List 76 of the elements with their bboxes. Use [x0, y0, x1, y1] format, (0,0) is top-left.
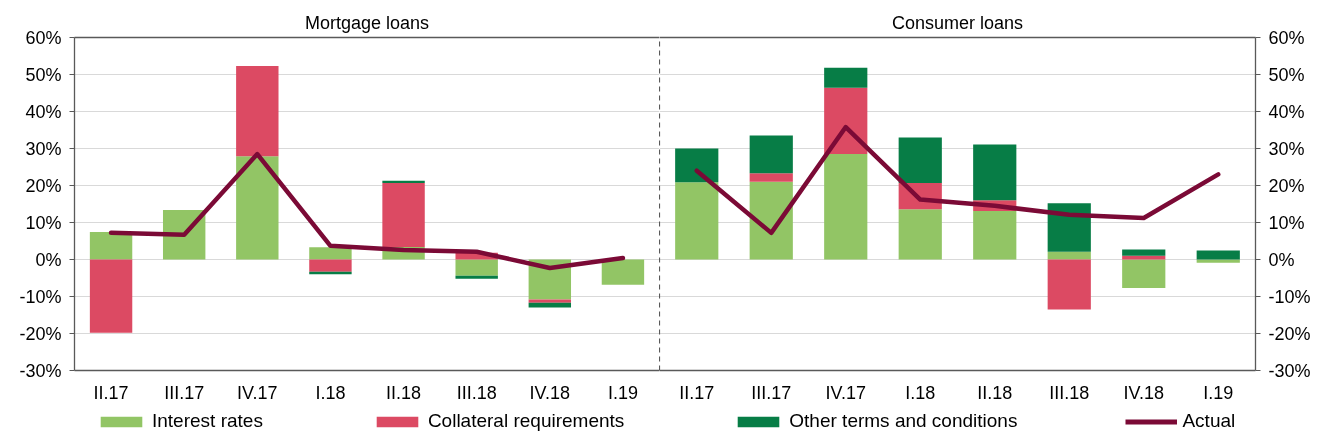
y-tick-label: 30% [25, 138, 62, 159]
bar [236, 156, 279, 260]
bar [675, 182, 719, 260]
legend-label: Actual [1182, 410, 1236, 432]
x-tick-label: II.18 [386, 382, 422, 403]
y-tick-label: -30% [19, 360, 62, 381]
legend-label: Interest rates [152, 410, 263, 432]
bar [1047, 251, 1091, 260]
chart-title: Mortgage loans [304, 12, 430, 33]
x-tick-label: I.19 [1203, 382, 1234, 403]
legend-label: Collateral requirements [427, 410, 625, 432]
bar [898, 137, 942, 183]
y2-tick-label: -30% [1268, 360, 1311, 381]
bar [382, 182, 425, 247]
chart-title: Consumer loans [891, 12, 1024, 33]
y2-tick-label: -10% [1268, 286, 1311, 307]
bar [675, 148, 719, 183]
y-tick-label: 0% [35, 249, 62, 270]
x-tick-label: I.18 [905, 382, 936, 403]
bar [898, 209, 942, 260]
bar [601, 259, 645, 285]
x-tick-label: III.18 [456, 382, 497, 403]
y2-tick-label: 50% [1268, 64, 1305, 85]
y-tick-label: 60% [25, 27, 62, 48]
bar [455, 259, 498, 276]
x-tick-label: I.18 [315, 382, 346, 403]
x-tick-label: IV.18 [1123, 382, 1164, 403]
bar [824, 154, 868, 260]
line-series [694, 124, 1221, 236]
bar [1196, 259, 1240, 263]
x-tick-label: III.17 [164, 382, 205, 403]
bar [1122, 259, 1166, 288]
y2-tick-label: -20% [1268, 323, 1311, 344]
bar [824, 67, 868, 88]
bar [1047, 203, 1091, 252]
bar [973, 144, 1017, 201]
y-tick-label: 40% [25, 101, 62, 122]
x-tick-label: II.17 [679, 382, 715, 403]
bar [236, 65, 279, 157]
line-series [108, 151, 626, 271]
bar [973, 211, 1017, 260]
x-tick-label: IV.18 [529, 382, 571, 403]
y-tick-label: -10% [19, 286, 62, 307]
x-tick-label: IV.17 [825, 382, 866, 403]
x-tick-label: I.19 [607, 382, 638, 403]
y-tick-label: 20% [25, 175, 62, 196]
bar [1196, 250, 1240, 260]
bar [749, 135, 793, 174]
bar [1122, 255, 1166, 260]
x-tick-label: II.18 [977, 382, 1013, 403]
y2-tick-label: 40% [1268, 101, 1305, 122]
bar [1122, 249, 1166, 256]
bar [382, 180, 425, 183]
bar [1047, 259, 1091, 310]
legend-label: Other terms and conditions [789, 410, 1018, 432]
bar [749, 181, 793, 260]
bar [749, 173, 793, 182]
y2-tick-label: 20% [1268, 175, 1305, 196]
x-tick-label: IV.17 [237, 382, 278, 403]
y2-tick-label: 60% [1268, 27, 1305, 48]
y-tick-label: 10% [25, 212, 62, 233]
bar [89, 232, 133, 260]
bar [309, 247, 352, 260]
x-tick-label: III.18 [1049, 382, 1090, 403]
bar [528, 302, 572, 308]
bar [455, 275, 498, 279]
bar [528, 299, 572, 303]
y2-tick-label: 10% [1268, 212, 1305, 233]
y2-tick-label: 0% [1268, 249, 1295, 270]
x-tick-label: II.17 [93, 382, 129, 403]
x-tick-label: III.17 [751, 382, 792, 403]
bar [89, 259, 133, 333]
y-tick-label: 50% [25, 64, 62, 85]
bar [309, 259, 352, 272]
y-tick-label: -20% [19, 323, 62, 344]
y2-tick-label: 30% [1268, 138, 1305, 159]
